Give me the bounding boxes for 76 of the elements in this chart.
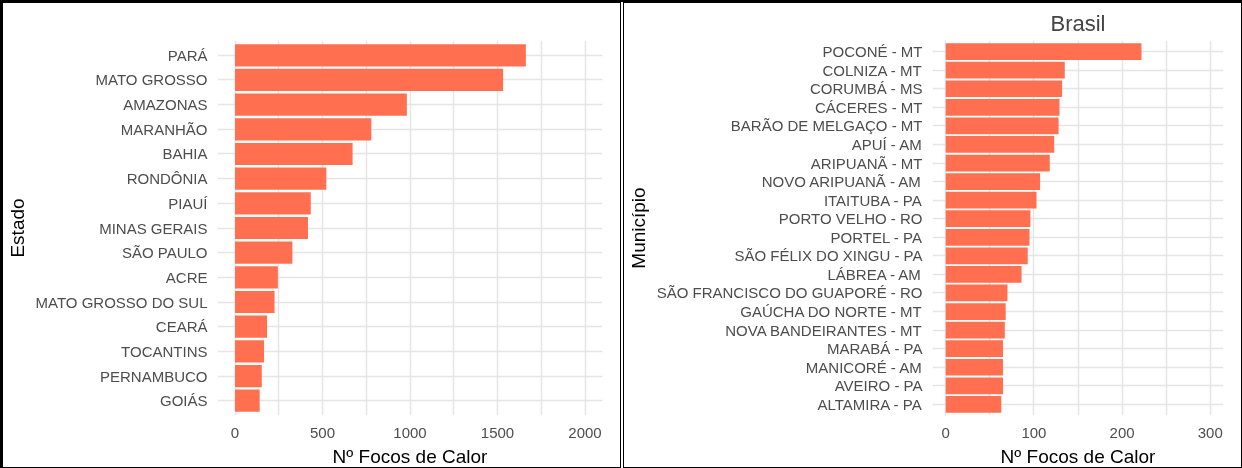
y-tick-label: PERNAMBUCO xyxy=(99,367,208,385)
y-tick-label: SÃO FÉLIX DO XINGU - PA xyxy=(734,247,923,265)
y-tick-label: AMAZONAS xyxy=(123,96,208,114)
y-tick-label: BARÃO DE MELGAÇO - MT xyxy=(730,117,923,135)
x-tick-label: 1500 xyxy=(480,423,515,441)
bar xyxy=(945,340,1004,358)
bar xyxy=(945,266,1022,283)
bar xyxy=(945,98,1060,116)
bar xyxy=(235,167,327,190)
y-axis-title: Estado xyxy=(6,198,28,258)
bar xyxy=(235,241,293,264)
y-tick-label: PORTO VELHO - RO xyxy=(778,210,923,228)
x-tick-label: 0 xyxy=(941,423,950,441)
bar xyxy=(235,364,262,388)
bar xyxy=(235,142,353,166)
y-tick-label: CÁCERES - MT xyxy=(815,98,923,116)
y-tick-label: AVEIRO - PA xyxy=(834,377,923,395)
x-tick-label: 500 xyxy=(309,423,336,441)
y-tick-label: ACRE xyxy=(165,268,208,286)
x-axis-title: Nº Focos de Calor xyxy=(1000,445,1157,467)
y-tick-label: PORTEL - PA xyxy=(830,228,922,246)
bar xyxy=(945,396,1002,413)
bar xyxy=(945,136,1055,153)
y-tick-label: BAHIA xyxy=(162,145,208,163)
bar xyxy=(945,154,1050,172)
y-tick-label: SÃO FRANCISCO DO GUAPORÉ - RO xyxy=(656,284,923,302)
y-tick-label: MATO GROSSO DO SUL xyxy=(35,293,208,311)
x-tick-label: 200 xyxy=(1109,423,1135,441)
y-tick-label: GOIÁS xyxy=(159,392,208,410)
bar xyxy=(235,118,372,141)
bar xyxy=(235,68,504,92)
chart-title: Brasil xyxy=(1050,10,1106,36)
y-axis-title: Município xyxy=(627,187,649,269)
bar xyxy=(235,389,260,412)
y-tick-label: ARIPUANÃ - MT xyxy=(810,154,923,172)
bar xyxy=(235,315,268,338)
x-tick-label: 1000 xyxy=(393,423,427,441)
y-tick-label: PARÁ xyxy=(167,46,208,64)
bar xyxy=(235,93,407,116)
y-tick-label: GAÚCHA DO NORTE - MT xyxy=(740,303,922,321)
y-tick-label: CEARÁ xyxy=(155,318,208,336)
x-tick-label: 300 xyxy=(1197,423,1223,441)
bar xyxy=(945,303,1006,320)
bar xyxy=(235,216,308,240)
x-tick-label: 2000 xyxy=(568,423,602,441)
y-tick-label: CORUMBÁ - MS xyxy=(810,80,923,98)
y-tick-label: ITAITUBA - PA xyxy=(823,191,922,209)
y-tick-label: MARABÁ - PA xyxy=(826,340,923,358)
y-tick-label: SÃO PAULO xyxy=(121,244,208,262)
x-tick-label: 100 xyxy=(1021,423,1047,441)
y-tick-label: APUÍ - AM xyxy=(851,135,922,153)
bar xyxy=(945,117,1059,135)
y-tick-label: POCONÉ - MT xyxy=(822,43,923,61)
bar xyxy=(235,266,278,289)
y-tick-label: LÁBREA - AM xyxy=(827,265,921,283)
bar xyxy=(945,43,1142,60)
y-tick-label: COLNIZA - MT xyxy=(822,61,922,79)
bar xyxy=(235,290,275,314)
y-tick-label: RONDÔNIA xyxy=(126,170,208,188)
bar xyxy=(235,340,265,363)
bar xyxy=(945,321,1005,339)
bar xyxy=(235,192,311,215)
x-axis-title: Nº Focos de Calor xyxy=(332,445,489,467)
y-tick-label: ALTAMIRA - PA xyxy=(817,395,922,413)
x-tick-label: 0 xyxy=(230,423,240,441)
bar xyxy=(945,284,1008,302)
y-tick-label: MATO GROSSO xyxy=(95,71,208,89)
y-tick-label: NOVO ARIPUANÃ - AM xyxy=(761,173,921,191)
bar xyxy=(235,44,526,67)
y-tick-label: MARANHÃO xyxy=(120,120,208,138)
y-tick-label: MANICORÉ - AM xyxy=(805,358,922,376)
y-tick-label: PIAUÍ xyxy=(168,194,209,212)
y-tick-label: NOVA BANDEIRANTES - MT xyxy=(725,321,922,339)
bar xyxy=(945,173,1041,190)
y-tick-label: MINAS GERAIS xyxy=(99,219,208,237)
y-tick-label: TOCANTINS xyxy=(121,342,208,360)
